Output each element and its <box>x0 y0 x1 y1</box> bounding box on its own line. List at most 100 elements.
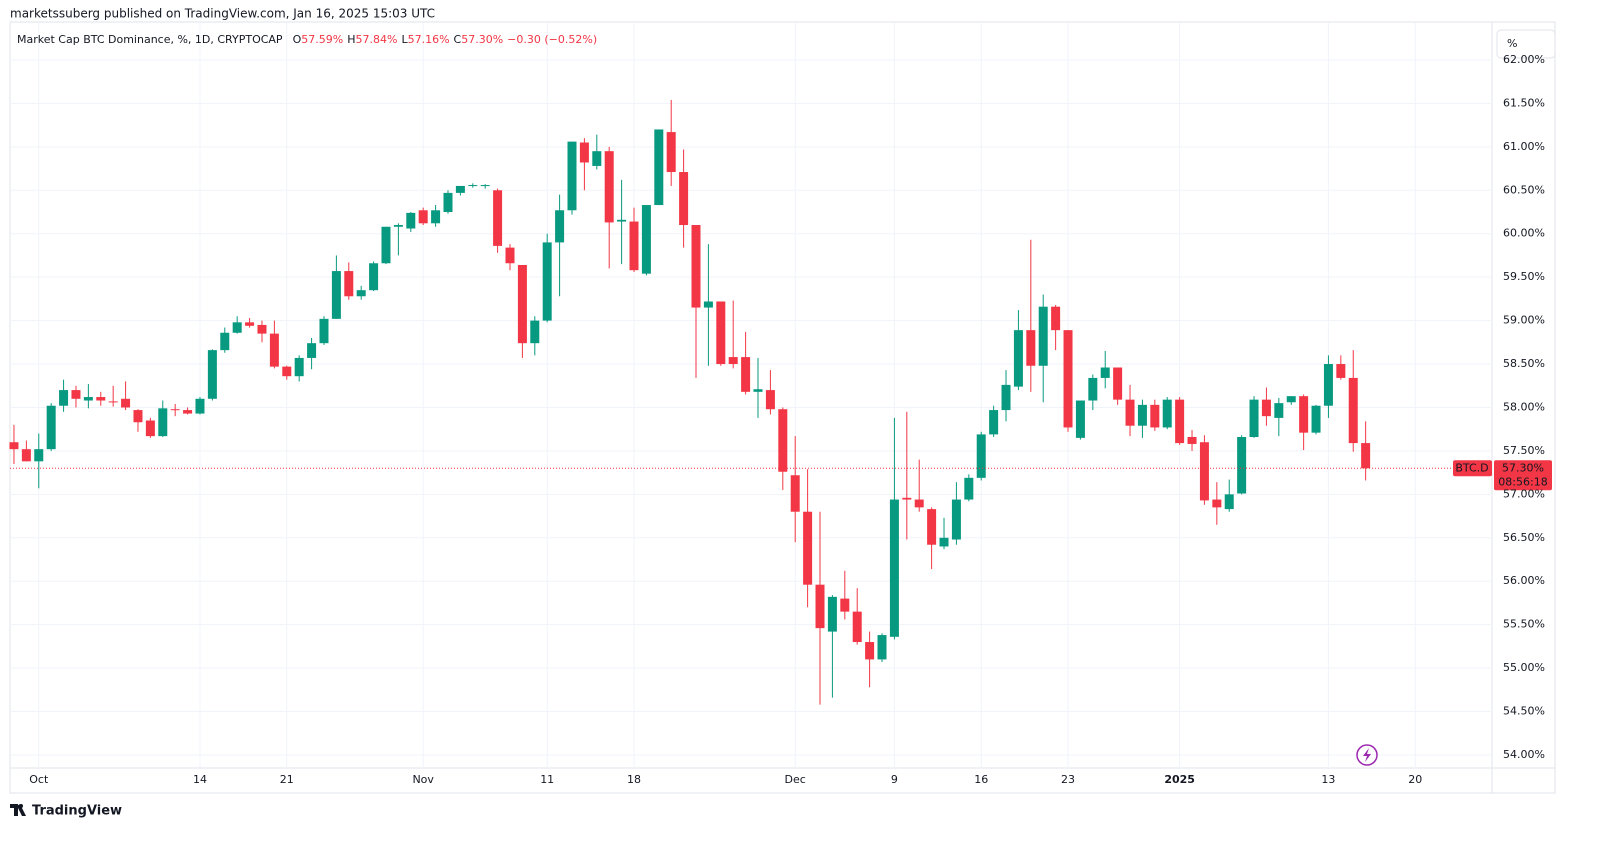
candle-body <box>1237 437 1247 494</box>
candle-body <box>1299 396 1309 433</box>
scale-button-label[interactable]: % <box>1507 37 1517 50</box>
candle-body <box>1162 399 1172 428</box>
candle-body <box>1125 399 1135 426</box>
candle-body <box>34 449 44 462</box>
candle-body <box>728 357 738 365</box>
candle-body <box>617 219 627 222</box>
candle-body <box>307 343 317 358</box>
candle-body <box>629 221 639 271</box>
y-tick-label: 59.50% <box>1503 270 1545 283</box>
candle-body <box>71 390 81 399</box>
legend-change: −0.30 (−0.52%) <box>507 33 597 46</box>
candle-body <box>431 210 441 224</box>
candle-body <box>530 320 540 344</box>
candle-body <box>1323 364 1333 406</box>
x-tick-label: Dec <box>785 773 806 786</box>
candle-body <box>902 497 912 500</box>
price-tag <box>1494 460 1552 491</box>
candle-body <box>765 390 775 410</box>
candle-body <box>753 389 763 392</box>
y-tick-label: 60.00% <box>1503 227 1545 240</box>
candle-body <box>1199 442 1209 501</box>
legend-ohlc-value: 57.84% <box>355 33 397 46</box>
candle-body <box>108 401 118 403</box>
x-tick-label: 2025 <box>1164 773 1195 786</box>
symbol-tag-label: BTC.D <box>1455 461 1488 474</box>
y-tick-label: 56.50% <box>1503 531 1545 544</box>
candle-body <box>1336 364 1346 378</box>
candle-body <box>331 271 341 319</box>
candle-body <box>369 263 379 291</box>
candle-body <box>1100 367 1110 378</box>
candle-body <box>1212 499 1222 508</box>
price-tag-countdown: 08:56:18 <box>1498 475 1547 488</box>
x-tick-label: 16 <box>974 773 988 786</box>
y-tick-label: 61.00% <box>1503 140 1545 153</box>
y-tick-label: 56.00% <box>1503 574 1545 587</box>
candle-body <box>703 301 713 308</box>
candle-body <box>195 398 205 414</box>
event-icon[interactable] <box>1356 744 1378 766</box>
candle-body <box>1249 399 1259 438</box>
candle-body <box>1187 437 1197 444</box>
y-tick-label: 59.00% <box>1503 314 1545 327</box>
candle-body <box>9 442 19 450</box>
candle-body <box>989 410 999 435</box>
y-tick-label: 57.00% <box>1503 487 1545 500</box>
candle-body <box>1113 367 1123 400</box>
candle-body <box>877 635 887 660</box>
candle-body <box>1224 494 1234 510</box>
candle-body <box>1088 377 1098 401</box>
candle-body <box>468 185 478 187</box>
legend-ohlc-value: 57.16% <box>408 33 450 46</box>
legend-ohlc-value: 57.30% <box>461 33 503 46</box>
candle-body <box>579 142 589 163</box>
overlay: BTC.D 57.30%08:56:18 <box>10 460 1552 491</box>
candle-body <box>865 642 875 660</box>
candle-body <box>1137 404 1147 426</box>
candle-body <box>889 499 899 637</box>
candle-body <box>790 475 800 512</box>
candle-body <box>1051 306 1061 331</box>
y-tick-label: 55.00% <box>1503 661 1545 674</box>
y-tick-label: 57.50% <box>1503 444 1545 457</box>
candle-body <box>542 242 552 321</box>
candle-body <box>170 409 180 411</box>
candle-body <box>257 324 267 334</box>
legend-ohlc-value: 57.59% <box>301 33 343 46</box>
candle-body <box>207 350 217 399</box>
candle-body <box>803 511 813 585</box>
footer-brand: TradingView <box>32 804 122 819</box>
candle-body <box>679 172 689 226</box>
symbol-tag <box>1453 460 1492 477</box>
candle-body <box>505 247 515 264</box>
event-icon-bolt <box>1363 748 1371 762</box>
x-tick-label: Nov <box>412 773 434 786</box>
candle-body <box>654 129 664 206</box>
grid <box>10 22 1492 768</box>
candle-body <box>517 264 527 344</box>
candle-body <box>158 408 168 437</box>
scale-button[interactable] <box>1496 29 1556 59</box>
candle-body <box>232 322 242 333</box>
candle-body <box>1261 399 1271 417</box>
candle-body <box>1286 396 1296 403</box>
legend-ohlc-label: H <box>347 33 355 46</box>
y-tick-label: 60.50% <box>1503 183 1545 196</box>
candle-body <box>604 151 614 223</box>
candle-body <box>356 290 366 297</box>
x-tick-label: 23 <box>1061 773 1075 786</box>
candle-body <box>381 226 391 264</box>
candle-body <box>418 210 428 224</box>
y-tick-label: 55.50% <box>1503 618 1545 631</box>
candle-body <box>976 434 986 478</box>
candle-body <box>1150 404 1160 428</box>
candle-body <box>555 210 565 243</box>
candle-body <box>245 322 255 326</box>
candle-body <box>1026 330 1036 366</box>
candle-body <box>344 271 354 297</box>
candle-body <box>145 420 155 437</box>
candle-body <box>96 397 106 401</box>
candle-body <box>121 398 131 408</box>
